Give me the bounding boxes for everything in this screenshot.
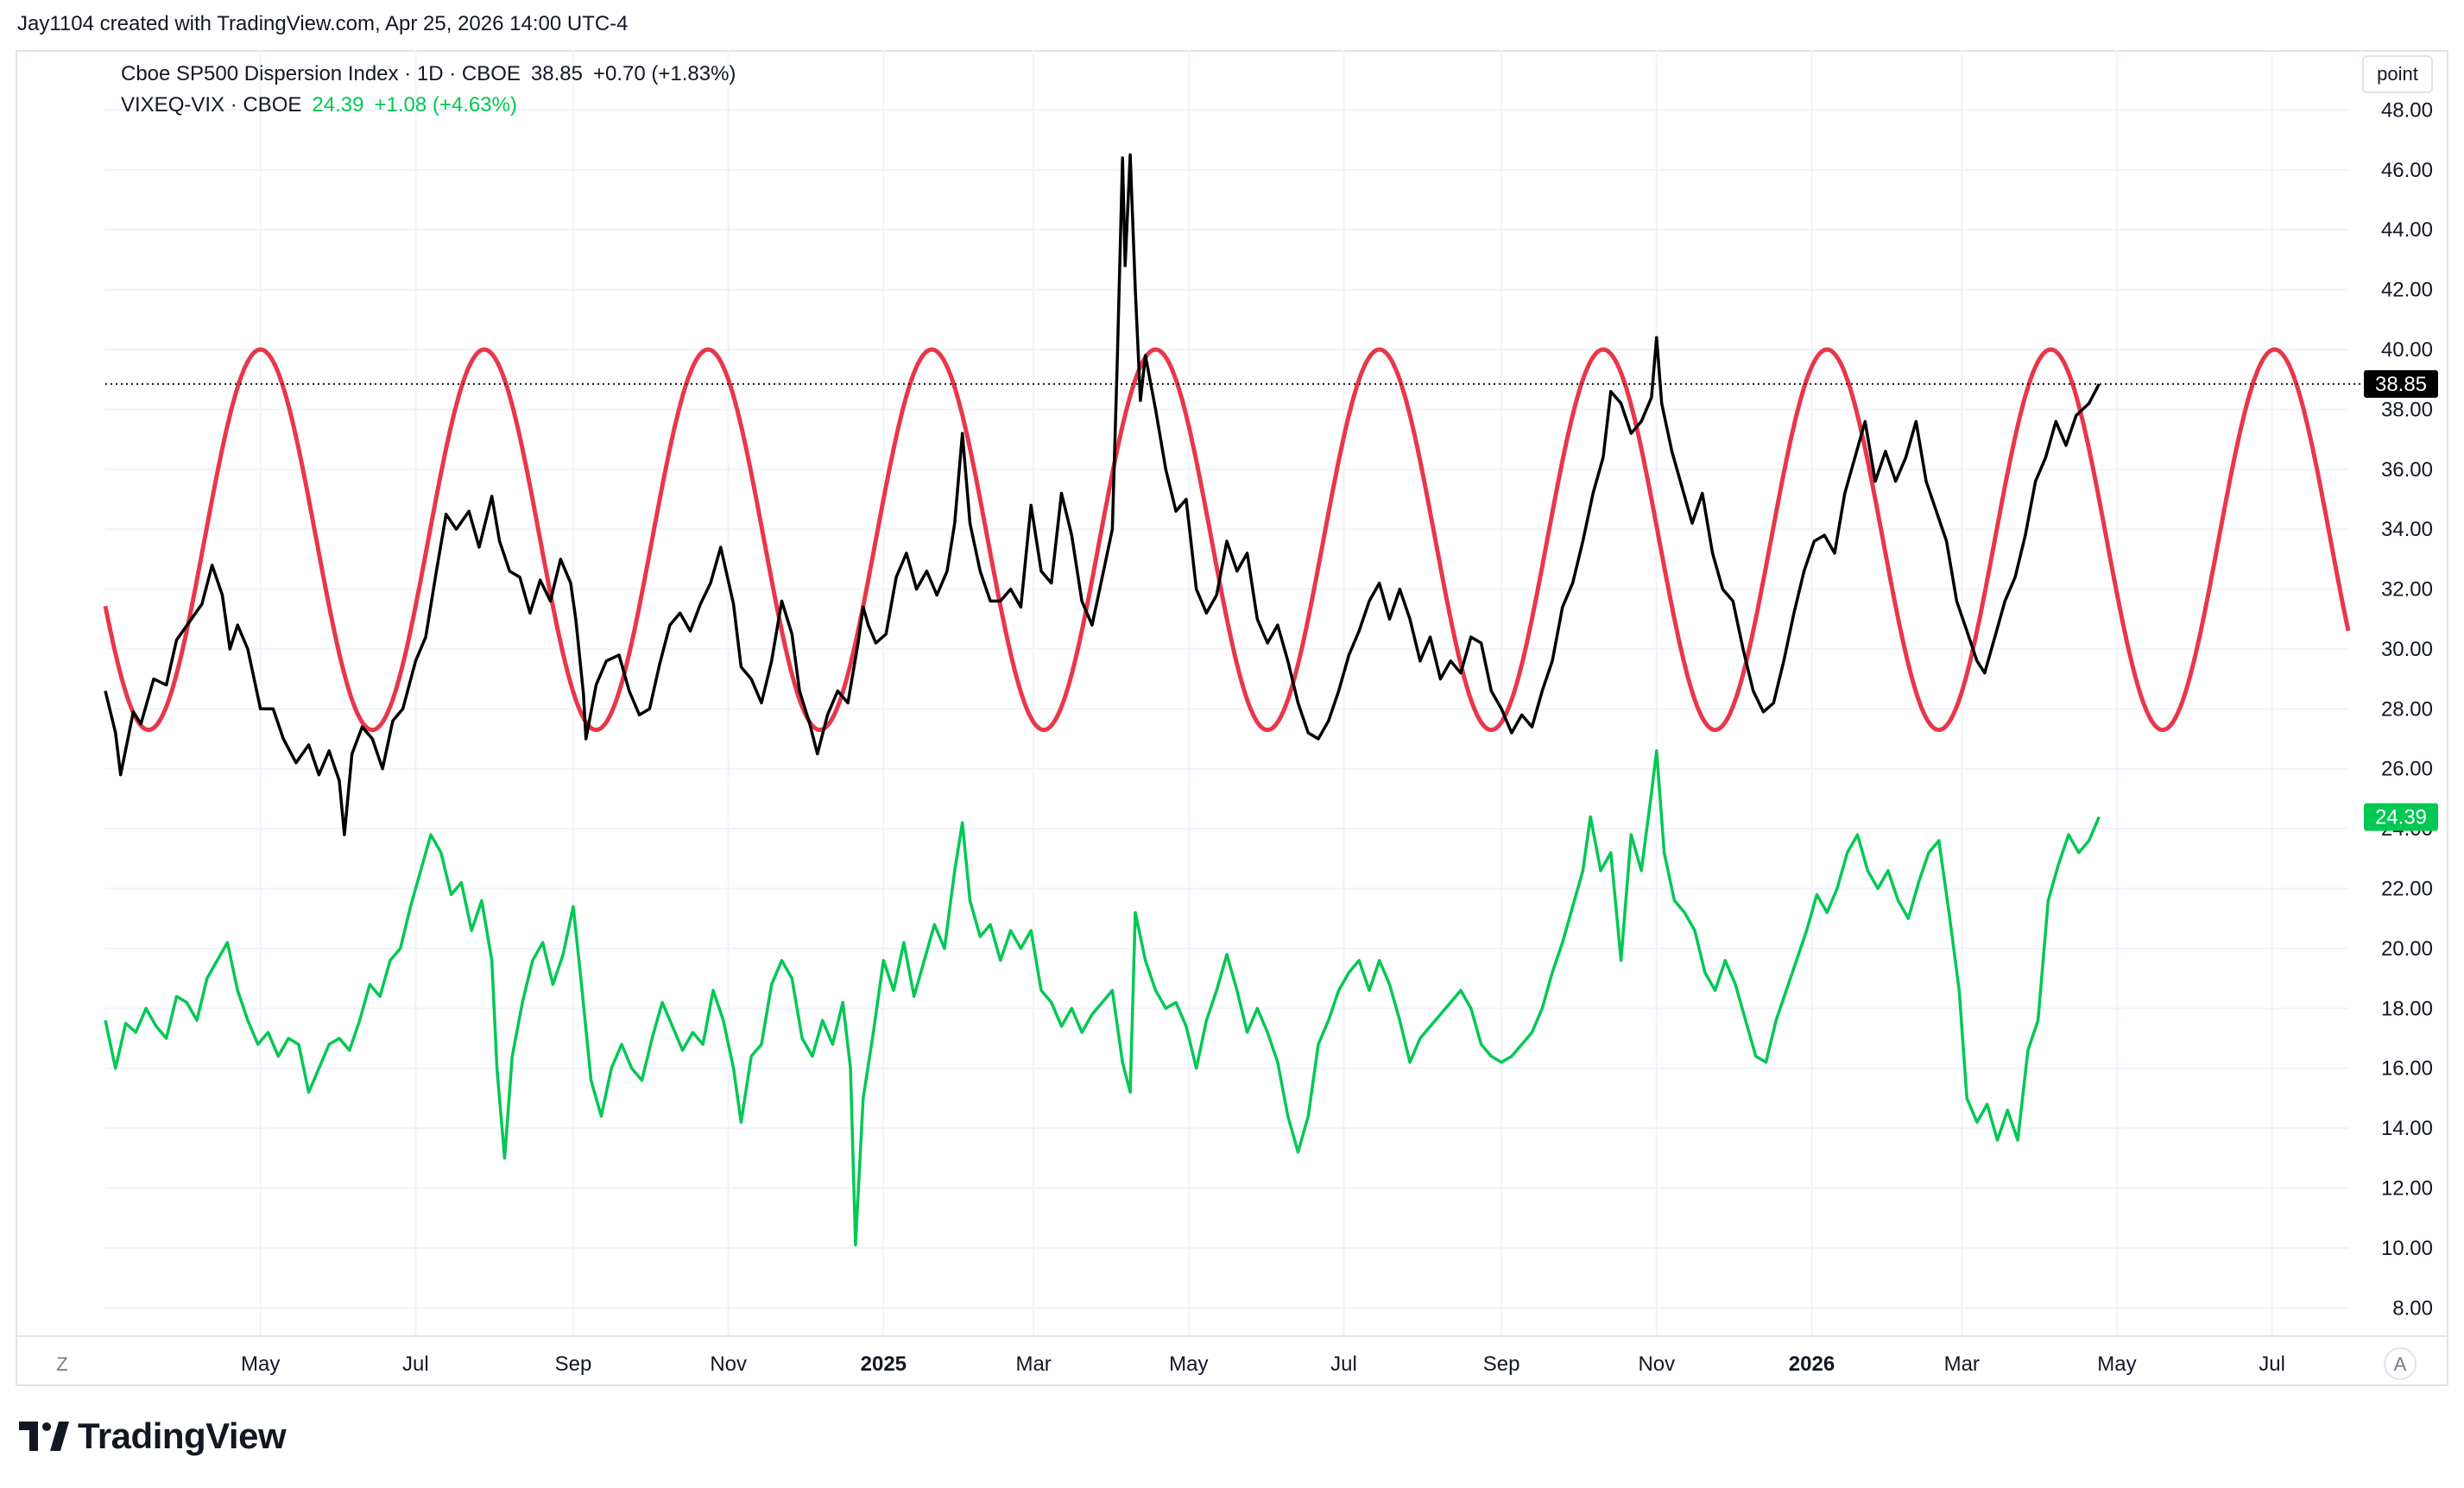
spread-price-tag-bg [2364,803,2438,831]
y-tick-label: 40.00 [2381,338,2433,362]
y-tick-label: 32.00 [2381,578,2433,602]
chart-frame[interactable] [16,50,2448,1386]
tradingview-logo-icon [19,1422,69,1451]
x-tick-label: May [241,1352,280,1376]
dispersion-index-line[interactable] [104,153,2101,836]
y-tick-label: 46.00 [2381,159,2433,182]
zoom-reset-button[interactable]: Z [56,1353,67,1375]
y-tick-label: 18.00 [2381,997,2433,1020]
y-tick-label: 20.00 [2381,937,2433,961]
y-tick-label: 36.00 [2381,458,2433,482]
x-tick-label: Nov [710,1352,747,1376]
x-tick-label: Mar [1944,1352,1980,1376]
x-tick-label: Jul [402,1352,429,1376]
legend: Cboe SP500 Dispersion Index · 1D · CBOE … [121,59,736,121]
dispersion-price-tag: 38.85 [2375,373,2427,396]
legend-spread-value: 24.39 [312,93,364,117]
auto-scale-button-circle[interactable] [2384,1347,2417,1380]
vixeq-vix-line[interactable] [104,749,2101,1247]
legend-row-spread[interactable]: VIXEQ-VIX · CBOE 24.39 +1.08 (+4.63%) [121,90,736,121]
spread-price-tag: 24.39 [2375,806,2427,829]
tradingview-logo[interactable]: TradingView [19,1415,287,1457]
x-tick-label: Sep [555,1352,592,1376]
x-tick-label: Nov [1638,1352,1675,1376]
y-tick-label: 38.00 [2381,398,2433,421]
tradingview-logo-text: TradingView [78,1415,287,1456]
auto-scale-button[interactable]: A [2394,1353,2407,1375]
x-tick-label: 2026 [1789,1352,1835,1376]
x-tick-label: 2025 [861,1352,907,1376]
y-tick-label: 26.00 [2381,758,2433,781]
legend-spread-change: +1.08 (+4.63%) [374,93,517,117]
y-tick-label: 42.00 [2381,279,2433,302]
chart-caption: Jay1104 created with TradingView.com, Ap… [17,12,629,35]
legend-dispersion-value: 38.85 [530,62,583,85]
legend-dispersion-change: +0.70 (+1.83%) [592,62,736,85]
y-tick-label: 16.00 [2381,1057,2433,1081]
y-tick-label: 30.00 [2381,638,2433,661]
legend-row-dispersion[interactable]: Cboe SP500 Dispersion Index · 1D · CBOE … [121,59,736,90]
y-tick-label: 8.00 [2392,1296,2433,1320]
x-tick-label: Jul [2259,1352,2285,1376]
y-tick-label: 12.00 [2381,1177,2433,1201]
dispersion-price-tag-bg [2364,369,2438,398]
x-tick-label: Mar [1015,1352,1051,1376]
y-tick-label: 22.00 [2381,878,2433,901]
x-tick-label: May [2097,1352,2136,1376]
legend-spread-name: VIXEQ-VIX · CBOE [121,93,302,117]
y-tick-label: 48.00 [2381,98,2433,122]
y-tick-label: 28.00 [2381,697,2433,721]
x-tick-label: Jul [1330,1352,1357,1376]
sine-cycle-line [103,347,2351,733]
legend-dispersion-name: Cboe SP500 Dispersion Index · 1D · CBOE [121,62,521,85]
x-tick-label: May [1169,1352,1208,1376]
y-tick-label: 34.00 [2381,518,2433,541]
y-tick-label: 10.00 [2381,1237,2433,1260]
price-scale-unit-button[interactable]: point [2362,55,2433,93]
y-tick-label: 44.00 [2381,218,2433,242]
x-tick-label: Sep [1483,1352,1520,1376]
y-tick-label: 14.00 [2381,1117,2433,1140]
